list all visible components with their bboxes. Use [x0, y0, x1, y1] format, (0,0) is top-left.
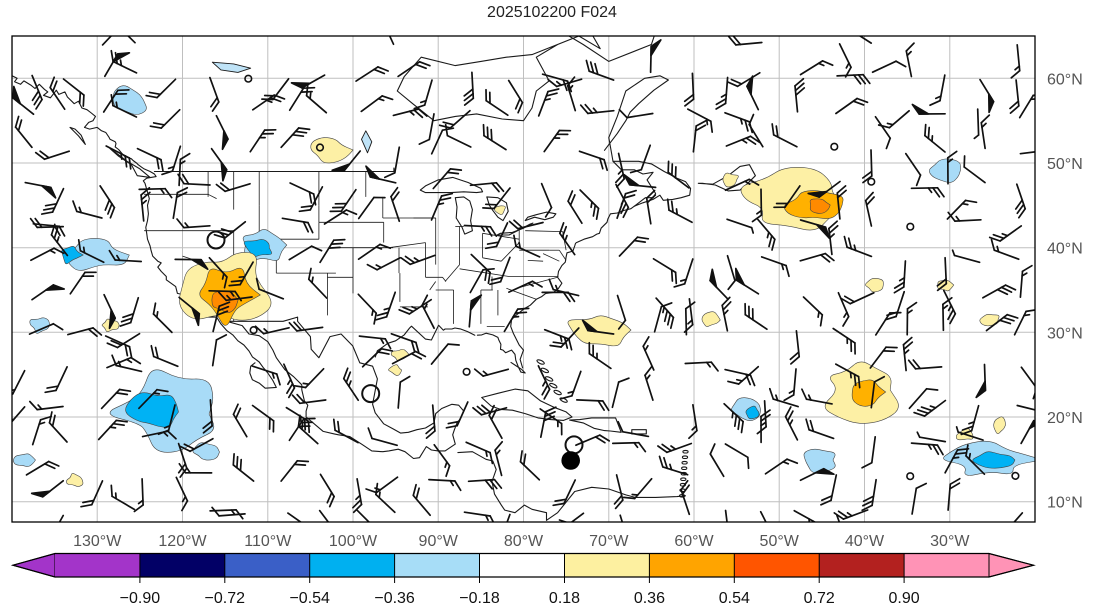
svg-text:100°W: 100°W: [329, 533, 378, 550]
svg-text:0.36: 0.36: [634, 590, 665, 607]
svg-text:40°W: 40°W: [845, 533, 885, 550]
svg-text:0.18: 0.18: [549, 590, 580, 607]
svg-text:−0.72: −0.72: [205, 590, 246, 607]
svg-text:−0.90: −0.90: [120, 590, 161, 607]
svg-text:60°W: 60°W: [674, 533, 714, 550]
svg-text:80°W: 80°W: [504, 533, 544, 550]
svg-text:120°W: 120°W: [158, 533, 207, 550]
svg-text:50°N: 50°N: [1047, 156, 1083, 173]
svg-text:−0.54: −0.54: [289, 590, 330, 607]
svg-text:60°N: 60°N: [1047, 71, 1083, 88]
svg-text:−0.18: −0.18: [459, 590, 500, 607]
svg-text:30°W: 30°W: [930, 533, 970, 550]
svg-text:0.54: 0.54: [719, 590, 750, 607]
svg-text:130°W: 130°W: [73, 533, 122, 550]
svg-text:70°W: 70°W: [589, 533, 629, 550]
svg-text:0.90: 0.90: [889, 590, 920, 607]
svg-text:2025102200 F024: 2025102200 F024: [487, 4, 617, 21]
svg-text:20°N: 20°N: [1047, 410, 1083, 427]
svg-text:40°N: 40°N: [1047, 241, 1083, 258]
svg-text:90°W: 90°W: [419, 533, 459, 550]
svg-text:50°W: 50°W: [760, 533, 800, 550]
svg-text:0.72: 0.72: [804, 590, 835, 607]
svg-text:30°N: 30°N: [1047, 325, 1083, 342]
svg-text:10°N: 10°N: [1047, 495, 1083, 512]
svg-text:110°W: 110°W: [244, 533, 292, 550]
svg-text:−0.36: −0.36: [374, 590, 415, 607]
